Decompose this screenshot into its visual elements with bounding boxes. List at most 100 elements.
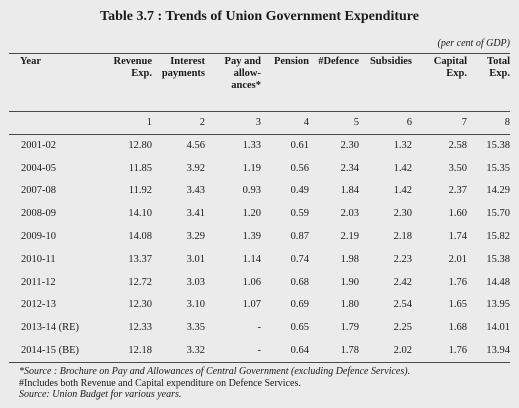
value-cell: 11.85 [128, 162, 152, 174]
year-cell: 2007-08 [21, 185, 56, 197]
value-cell: 3.01 [186, 253, 205, 265]
footnote-defence: #Includes both Revenue and Capital expen… [19, 377, 301, 389]
value-cell: 1.39 [242, 231, 261, 243]
value-cell: 1.42 [393, 162, 412, 174]
table-row: 2011-12 12.72 3.03 1.06 0.68 1.90 2.42 1.76 14.4… [9, 271, 510, 294]
value-cell: 1.07 [242, 299, 261, 311]
value-cell: 0.64 [290, 345, 309, 357]
value-cell: 2.03 [340, 208, 359, 220]
table-row: 2009-10 14.08 3.29 1.39 0.87 2.19 2.18 1.74 15.8… [9, 225, 510, 248]
defence-header: #Defence [318, 56, 359, 67]
value-cell: 2.34 [340, 162, 359, 174]
column-number: 2 [199, 117, 205, 128]
value-cell: 1.20 [242, 208, 261, 220]
interest-header: Interest payments [161, 56, 205, 79]
value-cell: 3.10 [186, 299, 205, 311]
revenue-header: Revenue Exp. [113, 56, 153, 79]
table-row: 2013-14 (RE) 12.33 3.35 - 0.65 1.79 2.25 1.68 14… [9, 316, 510, 339]
capital-header: Capital Exp. [433, 56, 467, 79]
column-number: 1 [146, 117, 152, 128]
value-cell: 12.72 [128, 276, 152, 288]
value-cell: 2.18 [393, 231, 412, 243]
value-cell: 2.37 [448, 185, 467, 197]
value-cell: 3.41 [186, 208, 205, 220]
value-cell: 2.58 [448, 139, 467, 151]
value-cell: 1.42 [393, 185, 412, 197]
value-cell: 1.80 [340, 299, 359, 311]
value-cell: 1.06 [242, 276, 261, 288]
value-cell: 0.74 [290, 253, 309, 265]
value-cell: 15.70 [486, 208, 510, 220]
header-rule [9, 111, 510, 112]
value-cell: 14.10 [128, 208, 152, 220]
value-cell: 0.65 [290, 322, 309, 334]
value-cell: 12.33 [128, 322, 152, 334]
value-cell: 3.35 [186, 322, 205, 334]
value-cell: 1.76 [448, 276, 467, 288]
year-cell: 2011-12 [21, 276, 56, 288]
top-rule [9, 53, 510, 54]
value-cell: 15.35 [486, 162, 510, 174]
value-cell: 2.25 [393, 322, 412, 334]
year-cell: 2004-05 [21, 162, 56, 174]
value-cell: 0.49 [290, 185, 309, 197]
value-cell: 0.61 [290, 139, 309, 151]
value-cell: 13.95 [486, 299, 510, 311]
column-number-rule [9, 134, 510, 135]
value-cell: 1.60 [448, 208, 467, 220]
year-cell: 2009-10 [21, 231, 56, 243]
value-cell: 0.69 [290, 299, 309, 311]
table-row: 2014-15 (BE) 12.18 3.32 - 0.64 1.78 2.02 1.76 13… [9, 339, 510, 362]
value-cell: 0.56 [290, 162, 309, 174]
value-cell: 1.76 [448, 345, 467, 357]
value-cell: 12.80 [128, 139, 152, 151]
column-number: 8 [504, 117, 510, 128]
footnote-pay-source: *Source : Brochure on Pay and Allowances… [19, 366, 411, 377]
value-cell: 3.43 [186, 185, 205, 197]
table-row: 2012-13 12.30 3.10 1.07 0.69 1.80 2.54 1.65 13.9… [9, 294, 510, 317]
value-cell: 1.32 [393, 139, 412, 151]
value-cell: 1.33 [242, 139, 261, 151]
year-cell: 2001-02 [21, 139, 56, 151]
value-cell: 3.32 [186, 345, 205, 357]
year-cell: 2014-15 (BE) [21, 345, 80, 357]
footnote-source: Source: Union Budget for various years. [19, 389, 182, 400]
value-cell: 1.98 [340, 253, 359, 265]
value-cell: 1.78 [340, 345, 359, 357]
value-cell: 1.19 [242, 162, 261, 174]
value-cell: 15.82 [486, 231, 510, 243]
value-cell: 14.48 [486, 276, 510, 288]
value-cell: 0.59 [290, 208, 309, 220]
header-row: Year Revenue Exp. Interest payments Pay an… [9, 56, 510, 111]
pension-header: Pension [273, 56, 309, 67]
value-cell: 2.42 [393, 276, 412, 288]
value-cell: 14.08 [128, 231, 152, 243]
value-cell: 1.79 [340, 322, 359, 334]
value-cell: 4.56 [186, 139, 205, 151]
column-number: 5 [353, 117, 359, 128]
year-cell: 2012-13 [21, 299, 56, 311]
value-cell: 3.03 [186, 276, 205, 288]
value-cell: 1.90 [340, 276, 359, 288]
value-cell: 0.68 [290, 276, 309, 288]
value-cell: 2.54 [393, 299, 412, 311]
value-cell: 1.14 [242, 253, 261, 265]
table-row: 2007-08 11.92 3.43 0.93 0.49 1.84 1.42 2.37 14.2… [9, 180, 510, 203]
table-title: Table 3.7 : Trends of Union Government E… [100, 9, 419, 24]
column-number: 7 [461, 117, 467, 128]
value-cell: 1.74 [448, 231, 467, 243]
table-row: 2004-05 11.85 3.92 1.19 0.56 2.34 1.42 3.50 15.3… [9, 157, 510, 180]
value-cell: 2.01 [448, 253, 467, 265]
value-cell: 3.29 [186, 231, 205, 243]
column-number: 4 [303, 117, 309, 128]
year-header: Year [20, 56, 41, 67]
value-cell: 2.19 [340, 231, 359, 243]
value-cell: 12.30 [128, 299, 152, 311]
table-row: 2010-11 13.37 3.01 1.14 0.74 1.98 2.23 2.01 15.3… [9, 248, 510, 271]
value-cell: - [257, 345, 262, 357]
table-row: 2008-09 14.10 3.41 1.20 0.59 2.03 2.30 1.60 15.7… [9, 202, 510, 225]
value-cell: 13.37 [128, 253, 152, 265]
year-cell: 2010-11 [21, 253, 56, 265]
table-body: 2001-02 12.80 4.56 1.33 0.61 2.30 1.32 2.58 15.3… [9, 134, 510, 362]
bottom-rule [9, 362, 510, 363]
